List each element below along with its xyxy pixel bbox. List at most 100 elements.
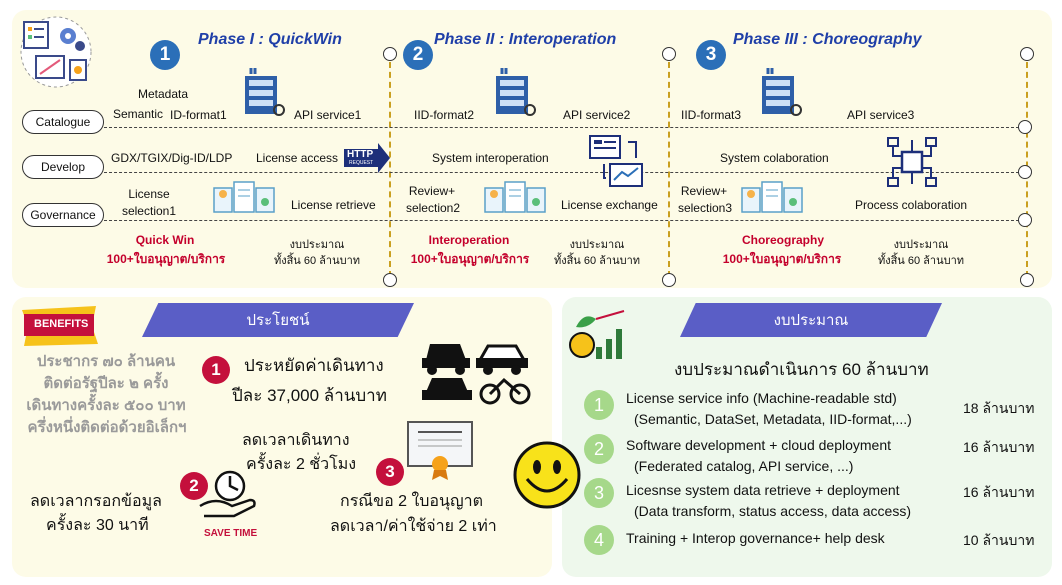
- budget-item-1-amount: 18 ล้านบาท: [963, 400, 1035, 416]
- vehicles-icon: [420, 334, 532, 406]
- budget-item-1-number: 1: [584, 390, 614, 420]
- process-logo-icon: [16, 14, 94, 90]
- p2-review-1: Review+: [408, 184, 456, 198]
- lane-governance-line: [104, 220, 1019, 221]
- p3-idformat: IID-format3: [681, 108, 742, 122]
- phase-divider-3: [1026, 52, 1028, 277]
- budget-item-1-line-2: (Semantic, DataSet, Metadata, IID-format…: [634, 411, 912, 427]
- budget-title: งบประมาณดำเนินการ 60 ล้านบาท: [674, 360, 929, 379]
- budget-item-4-amount: 10 ล้านบาท: [963, 532, 1035, 548]
- budget-panel: [562, 297, 1052, 577]
- lane-develop: Develop: [22, 155, 104, 179]
- p2-budget-2: ทั้งสิ้น 60 ล้านบาท: [553, 255, 641, 267]
- benefit-stat-3: เดินทางครั้งละ ๕๐๐ บาท: [26, 397, 186, 414]
- http-request-icon: HTTP REQUEST: [344, 143, 390, 173]
- benefits-badge: BENEFITS: [18, 304, 100, 348]
- server-stack-icon: [241, 66, 285, 118]
- p1-gdx: GDX/TGIX/Dig-ID/LDP: [111, 151, 233, 165]
- budget-item-4-number: 4: [584, 525, 614, 555]
- budget-item-3-amount: 16 ล้านบาท: [963, 484, 1035, 500]
- time-save-line-2: ครั้งละ 2 ชั่วโมง: [246, 456, 357, 473]
- benefits-banner: ประโยชน์: [142, 303, 414, 337]
- budget-item-3-number: 3: [584, 478, 614, 508]
- benefit-3-line-2: ลดเวลา/ค่าใช้จ่าย 2 เท่า: [330, 518, 497, 535]
- p3-review-2: selection3: [677, 201, 733, 215]
- budget-growth-icon: [566, 305, 630, 361]
- system-exchange-icon: [588, 134, 644, 190]
- p1-license-retrieve: License retrieve: [291, 198, 376, 212]
- p3-sys: System colaboration: [720, 151, 829, 165]
- budget-item-2-amount: 16 ล้านบาท: [963, 439, 1035, 455]
- lane-catalogue-line: [104, 127, 1019, 128]
- p3-budget-2: ทั้งสิ้น 60 ล้านบาท: [877, 255, 965, 267]
- benefit-3-number: 3: [376, 458, 404, 486]
- benefit-2-number: 2: [180, 472, 208, 500]
- p1-red-title: Quick Win: [135, 233, 195, 247]
- benefit-stat-1: ประชากร ๗๐ ล้านคน: [36, 353, 176, 370]
- phase-1-number: 1: [150, 40, 180, 70]
- benefit-stat-4: ครึ่งหนึ่งติดต่อด้วยอิเล็กฯ: [27, 419, 187, 436]
- benefit-1-number: 1: [202, 356, 230, 384]
- p3-process: Process colaboration: [855, 198, 968, 212]
- p1-budget-2: ทั้งสิ้น 60 ล้านบาท: [273, 255, 361, 267]
- divider-2-top-circle: [662, 47, 676, 61]
- smiley-icon: [513, 441, 581, 509]
- divider-1-top-circle: [383, 47, 397, 61]
- budget-item-3-line-2: (Data transform, status access, data acc…: [634, 503, 911, 519]
- p1-license-sel-1: License: [128, 187, 170, 201]
- p2-review-2: selection2: [405, 201, 461, 215]
- roadmap-panel: [12, 10, 1052, 288]
- save-time-label: SAVE TIME: [204, 528, 258, 539]
- time-save-line-1: ลดเวลาเดินทาง: [242, 432, 350, 449]
- budget-item-1-line-1: License service info (Machine-readable s…: [626, 390, 897, 406]
- phase-1-title: Phase I : QuickWin: [198, 31, 342, 48]
- budget-item-2-line-2: (Federated catalog, API service, ...): [634, 458, 854, 474]
- save-time-icon: [196, 466, 260, 524]
- p1-metadata: Metadata: [138, 87, 189, 101]
- p3-review-1: Review+: [680, 184, 728, 198]
- budget-item-4-line-1: Training + Interop governance+ help desk: [626, 530, 885, 546]
- p3-red-sub: 100+ใบอนุญาต/บริการ: [722, 252, 842, 266]
- p1-idformat: ID-format1: [170, 108, 227, 122]
- phase-3-number: 3: [696, 40, 726, 70]
- process-network-icon: [886, 136, 938, 188]
- phase-2-title: Phase II : Interoperation: [434, 31, 617, 48]
- p2-red-title: Interoperation: [428, 233, 510, 247]
- budget-banner: งบประมาณ: [680, 303, 942, 337]
- certificate-icon: [404, 418, 476, 480]
- divider-1-bottom-circle: [383, 273, 397, 287]
- divider-3-top-circle: [1020, 47, 1034, 61]
- budget-item-3-line-1: Licesnse system data retrieve + deployme…: [626, 482, 900, 498]
- phase-divider-2: [668, 52, 670, 277]
- document-icon: [212, 180, 278, 216]
- p2-license-exchange: License exchange: [561, 198, 658, 212]
- p3-api: API service3: [847, 108, 915, 122]
- p1-api: API service1: [294, 108, 362, 122]
- lane-develop-end: [1018, 165, 1032, 179]
- p2-sys: System interoperation: [432, 151, 549, 165]
- benefit-3-line-1: กรณีขอ 2 ใบอนุญาต: [340, 493, 483, 510]
- p2-api: API service2: [563, 108, 631, 122]
- phase-divider-1: [389, 52, 391, 277]
- p3-budget-1: งบประมาณ: [893, 239, 949, 251]
- p1-budget-1: งบประมาณ: [289, 239, 345, 251]
- p1-license-access: License access: [256, 151, 339, 165]
- p2-idformat: IID-format2: [414, 108, 475, 122]
- p1-license-sel-2: selection1: [121, 204, 177, 218]
- p1-semantic: Semantic: [113, 107, 164, 121]
- divider-2-bottom-circle: [662, 273, 676, 287]
- benefit-stat-2: ติดต่อรัฐปีละ ๒ ครั้ง: [43, 375, 169, 392]
- document-icon: [740, 180, 806, 216]
- http-label: HTTP: [347, 149, 374, 160]
- benefit-1-line-1: ประหยัดค่าเดินทาง: [244, 356, 384, 375]
- form-save-line-1: ลดเวลากรอกข้อมูล: [30, 493, 162, 510]
- budget-item-2-number: 2: [584, 434, 614, 464]
- lane-catalogue-end: [1018, 120, 1032, 134]
- lane-governance-end: [1018, 213, 1032, 227]
- p3-red-title: Choreography: [741, 233, 824, 247]
- http-sub: REQUEST: [349, 160, 374, 166]
- budget-item-2-line-1: Software development + cloud deployment: [626, 437, 891, 453]
- benefit-1-line-2: ปีละ 37,000 ล้านบาท: [232, 386, 387, 405]
- p2-red-sub: 100+ใบอนุญาต/บริการ: [410, 252, 530, 266]
- phase-2-number: 2: [403, 40, 433, 70]
